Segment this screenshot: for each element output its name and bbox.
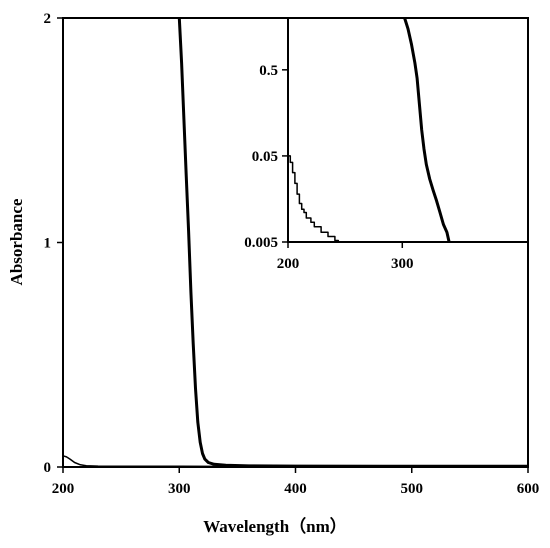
x-tick-label: 600 [517, 481, 540, 497]
inset-y-tick-label: 0.005 [244, 235, 278, 251]
inset-plot-frame [287, 17, 529, 243]
main-tick-labels: 200 300 400 500 600 0 1 2 [44, 11, 540, 497]
inset-y-tick-label: 0.05 [252, 149, 278, 165]
inset-plot: 200 300 0.005 0.05 0.5 [244, 17, 529, 272]
main-series [62, 17, 528, 468]
inset-series [288, 17, 451, 243]
inset-tick-labels: 200 300 0.005 0.05 0.5 [244, 63, 413, 272]
y-axis-title: Absorbance [7, 198, 26, 285]
x-tick-label: 200 [52, 481, 75, 497]
main-series-line-2 [62, 455, 528, 468]
y-tick-label: 0 [44, 460, 52, 476]
inset-plot-background [288, 18, 528, 242]
y-tick-label: 1 [44, 236, 52, 252]
x-tick-label: 300 [168, 481, 191, 497]
x-axis-title: Wavelength（nm） [203, 516, 347, 536]
inset-ticks [282, 69, 404, 248]
inset-x-tick-label: 200 [277, 256, 300, 272]
main-ticks [57, 17, 529, 473]
x-tick-label: 400 [284, 481, 307, 497]
y-tick-label: 2 [44, 11, 52, 27]
x-tick-label: 500 [401, 481, 424, 497]
inset-y-tick-label: 0.5 [259, 63, 278, 79]
inset-x-tick-label: 300 [391, 256, 414, 272]
inset-series-line-1 [403, 17, 451, 243]
inset-series-line-2 [288, 155, 340, 242]
